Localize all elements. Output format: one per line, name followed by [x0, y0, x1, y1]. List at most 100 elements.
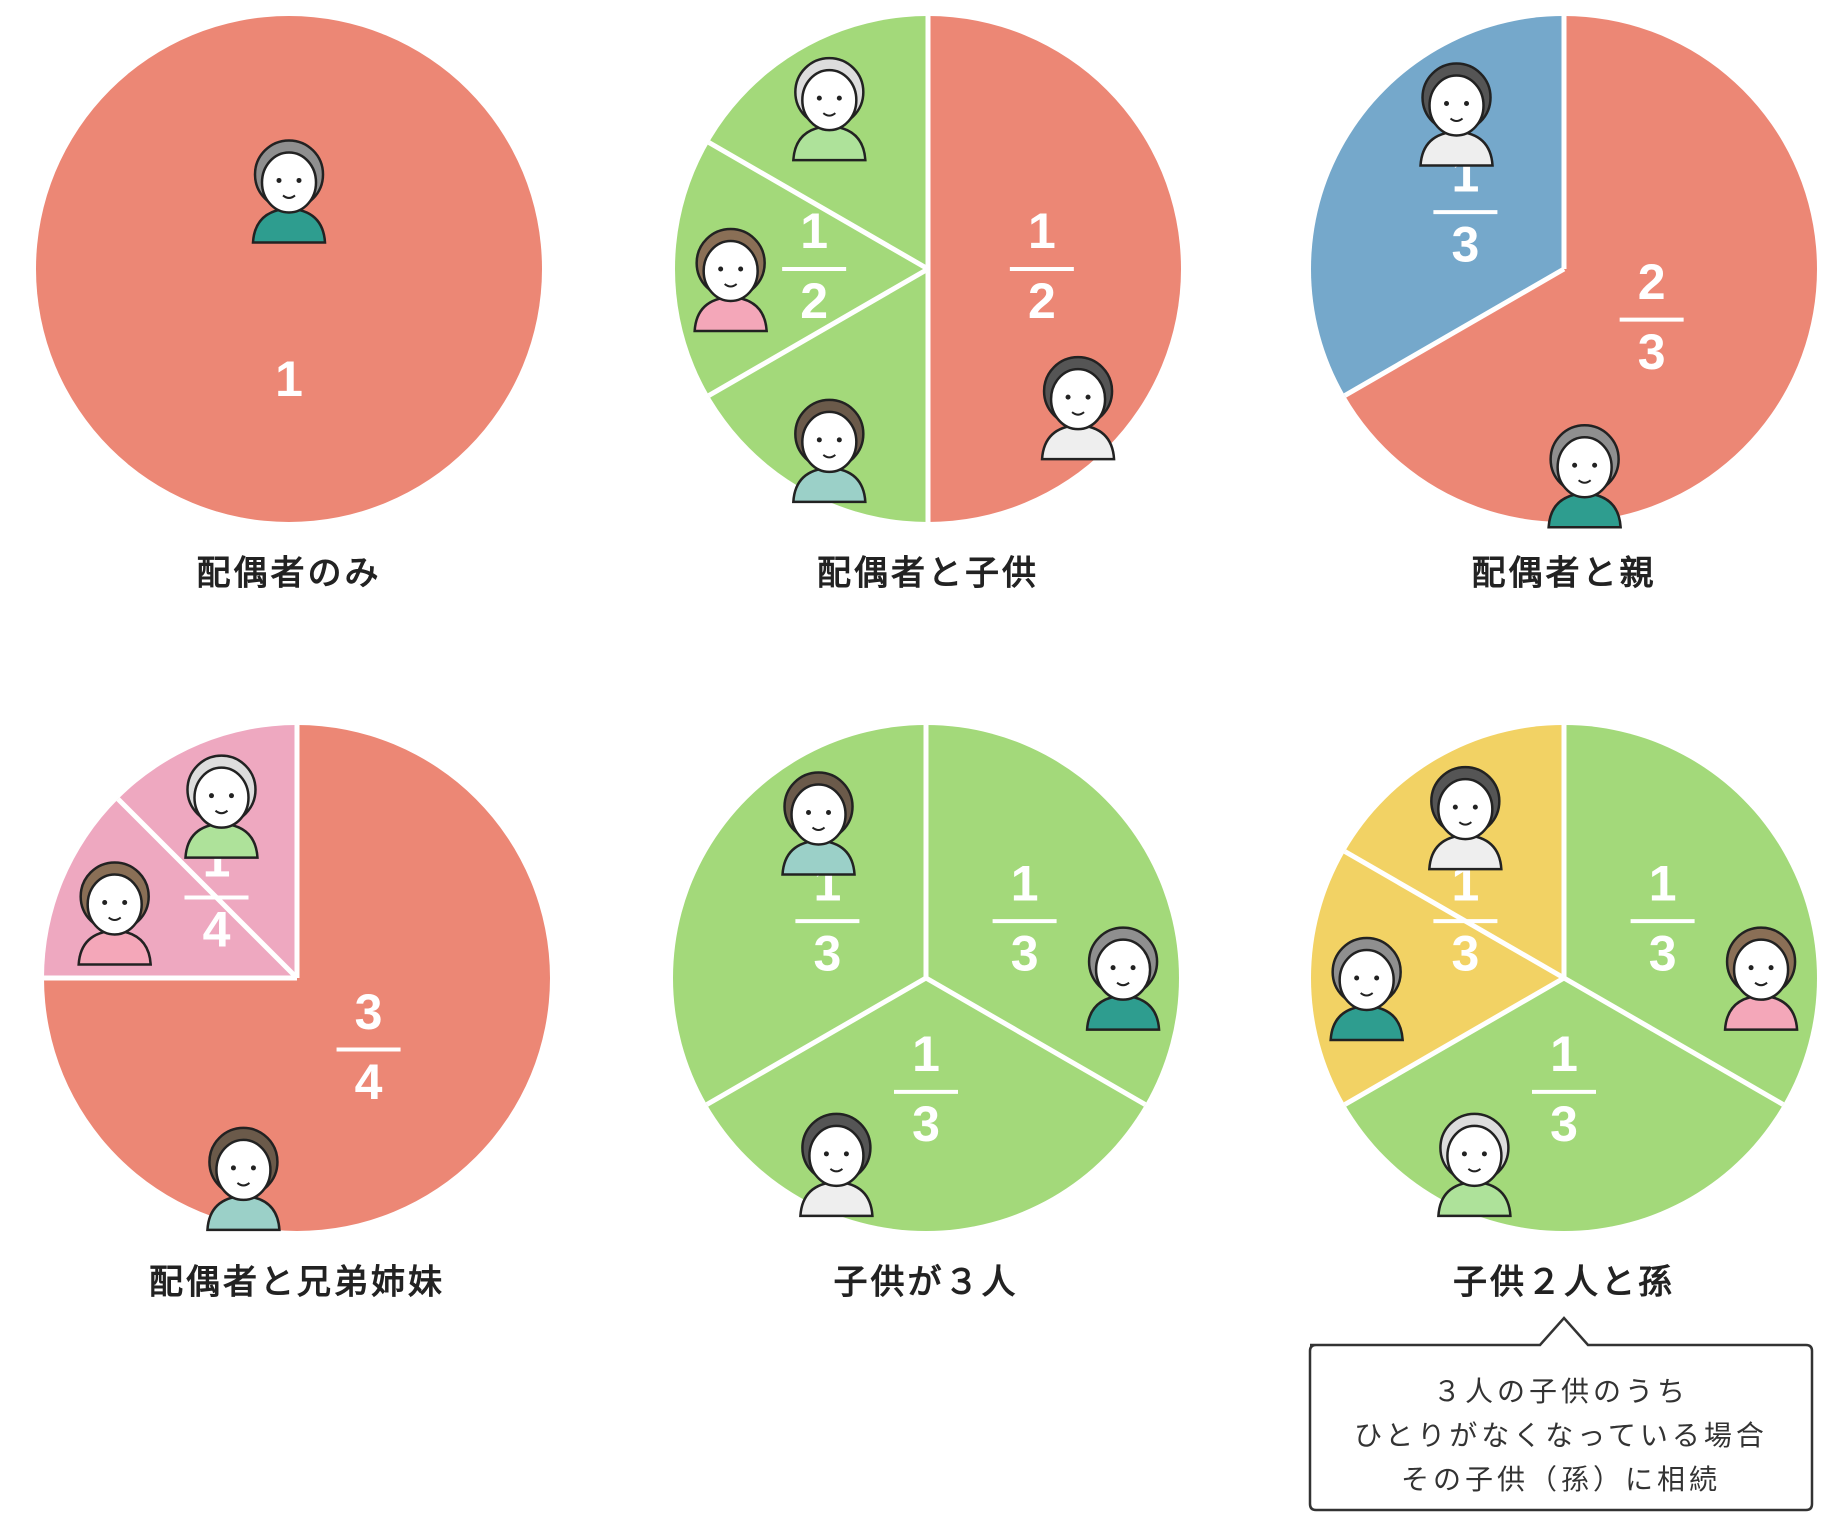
slice-separator — [705, 975, 928, 1107]
fraction-denominator: 3 — [1011, 925, 1039, 981]
icon-eye — [1748, 965, 1754, 971]
person-icon — [251, 139, 327, 244]
person-icon — [1427, 765, 1503, 871]
pie-slice — [1344, 16, 1818, 523]
icon-mouth — [214, 809, 229, 815]
icon-eye — [1768, 965, 1774, 971]
icon-eye — [1452, 804, 1458, 810]
icon-eye — [1130, 965, 1136, 971]
pie-title: 配偶者のみ — [197, 554, 382, 594]
icon-mouth — [811, 826, 826, 831]
fraction-denominator: 3 — [912, 1096, 940, 1152]
icon-eye — [1110, 965, 1116, 971]
icon-head — [801, 68, 858, 132]
icon-eye — [816, 437, 822, 443]
icon-eye — [1065, 394, 1071, 400]
slice-label: 1 — [275, 351, 303, 407]
icon-eye — [1481, 1151, 1487, 1157]
slice-separator — [924, 975, 1147, 1107]
fraction-denominator: 2 — [1028, 273, 1056, 329]
fraction-denominator: 3 — [1550, 1096, 1578, 1152]
person-icon — [693, 227, 768, 333]
icon-eye — [296, 177, 302, 183]
pie-title: 配偶者と兄弟姉妹 — [149, 1263, 445, 1303]
slice-separator — [1343, 975, 1566, 1107]
person-icon — [1419, 62, 1494, 167]
icon-eye — [276, 177, 282, 183]
icon-mouth — [282, 194, 296, 199]
icon-head — [215, 1138, 272, 1202]
icon-mouth — [1360, 992, 1374, 997]
icon-eye — [836, 437, 842, 443]
icon-mouth — [822, 454, 836, 459]
icon-head — [1446, 1124, 1503, 1188]
person-icon — [206, 1126, 281, 1232]
fraction-numerator: 2 — [1638, 254, 1666, 310]
person-icon — [791, 56, 867, 162]
icon-mouth — [1071, 411, 1085, 416]
person-icon — [1723, 926, 1799, 1031]
fraction-numerator: 1 — [1550, 1026, 1578, 1082]
icon-head — [86, 873, 143, 936]
pie-title: 子供２人と孫 — [1453, 1263, 1675, 1303]
icon-mouth — [1577, 479, 1592, 484]
slice-separator — [1343, 266, 1566, 398]
icon-mouth — [1449, 117, 1464, 122]
fraction-numerator: 1 — [1028, 203, 1056, 259]
pie-slice — [1311, 16, 1564, 396]
fraction-denominator: 3 — [813, 925, 841, 981]
slice-separator — [1343, 849, 1566, 981]
icon-mouth — [724, 283, 738, 288]
icon-mouth — [1467, 1168, 1482, 1173]
icon-eye — [806, 809, 812, 815]
person-icon — [1040, 355, 1116, 461]
icon-mouth — [1754, 981, 1768, 987]
person-icon — [781, 771, 856, 876]
pie-title: 配偶者と親 — [1472, 554, 1657, 594]
pie-slice — [673, 725, 926, 1105]
icon-head — [193, 766, 250, 829]
slice-separator — [707, 140, 930, 272]
icon-eye — [228, 793, 234, 799]
icon-eye — [738, 266, 744, 272]
icon-head — [801, 410, 858, 474]
icon-head — [1437, 777, 1494, 841]
note-line: その子供（孫）に相続 — [1401, 1463, 1721, 1496]
fraction-denominator: 3 — [1451, 216, 1479, 272]
icon-eye — [208, 793, 214, 799]
icon-head — [1556, 436, 1613, 499]
fraction-numerator: 1 — [800, 203, 828, 259]
icon-mouth — [1458, 821, 1472, 826]
icon-eye — [1444, 100, 1450, 106]
slice-separator — [707, 266, 930, 398]
fraction-denominator: 2 — [800, 273, 828, 329]
icon-eye — [1572, 462, 1578, 468]
icon-eye — [843, 1151, 849, 1157]
fraction-denominator: 4 — [203, 902, 231, 958]
icon-eye — [230, 1165, 236, 1171]
icon-mouth — [829, 1168, 844, 1173]
person-icon — [1085, 926, 1161, 1031]
note-box — [1308, 1316, 1814, 1512]
icon-eye — [250, 1165, 256, 1171]
icon-head — [1338, 948, 1395, 1012]
icon-eye — [718, 266, 724, 272]
person-icon — [1329, 936, 1404, 1042]
person-icon — [799, 1112, 874, 1218]
slice-separator — [1562, 975, 1785, 1107]
fraction-numerator: 1 — [1649, 855, 1677, 911]
icon-head — [702, 239, 759, 303]
fraction-denominator: 4 — [355, 1054, 383, 1110]
person-icon — [184, 754, 259, 859]
icon-eye — [1085, 394, 1091, 400]
icon-head — [790, 783, 847, 846]
icon-eye — [823, 1151, 829, 1157]
icon-eye — [1374, 975, 1380, 981]
person-icon — [1437, 1112, 1512, 1218]
fraction-numerator: 3 — [355, 984, 383, 1040]
icon-head — [260, 151, 318, 214]
pie-slice — [36, 16, 542, 522]
fraction-numerator: 1 — [912, 1026, 940, 1082]
icon-mouth — [1116, 981, 1130, 987]
